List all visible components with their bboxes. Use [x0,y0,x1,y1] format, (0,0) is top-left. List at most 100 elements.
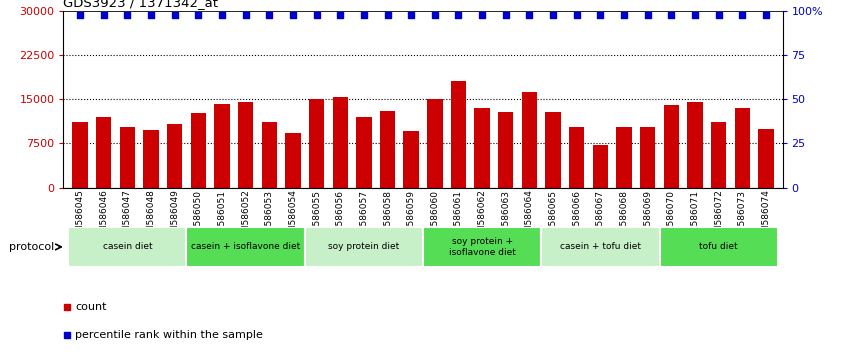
Text: soy protein diet: soy protein diet [328,242,399,251]
Text: GSM586069: GSM586069 [643,190,652,245]
Point [499,12,513,18]
Bar [541,227,660,267]
Point [310,12,323,18]
Text: GSM586057: GSM586057 [360,190,368,245]
Point [60,304,74,310]
Bar [522,92,537,188]
Bar [305,227,423,267]
Point [452,12,465,18]
Bar [593,145,608,188]
Text: GSM586045: GSM586045 [75,190,85,245]
Text: GSM586066: GSM586066 [572,190,581,245]
Text: casein + tofu diet: casein + tofu diet [560,242,641,251]
Text: GSM586070: GSM586070 [667,190,676,245]
Bar [711,121,727,188]
Bar [546,112,561,188]
Point [74,12,87,18]
Text: GSM586062: GSM586062 [478,190,486,245]
Point [665,12,678,18]
Text: GSM586058: GSM586058 [383,190,392,245]
Text: soy protein +
isoflavone diet: soy protein + isoflavone diet [448,237,515,257]
Bar [96,117,112,188]
Text: casein + isoflavone diet: casein + isoflavone diet [191,242,300,251]
Point [523,12,536,18]
Text: GSM586068: GSM586068 [619,190,629,245]
Text: GSM586050: GSM586050 [194,190,203,245]
Text: GSM586055: GSM586055 [312,190,321,245]
Bar [285,133,300,188]
Point [689,12,702,18]
Point [333,12,347,18]
Text: percentile rank within the sample: percentile rank within the sample [75,330,263,341]
Bar [190,113,206,188]
Point [168,12,181,18]
Point [759,12,772,18]
Bar [498,112,514,188]
Bar [380,111,395,188]
Bar [640,127,656,188]
Bar [143,130,159,188]
Text: protocol: protocol [8,242,54,252]
Text: GSM586051: GSM586051 [217,190,227,245]
Text: GSM586060: GSM586060 [431,190,439,245]
Bar [569,127,585,188]
Bar [72,121,88,188]
Text: GSM586061: GSM586061 [454,190,463,245]
Bar [309,99,324,188]
Point [239,12,252,18]
Point [97,12,111,18]
Text: GSM586072: GSM586072 [714,190,723,245]
Bar [214,104,229,188]
Point [475,12,489,18]
Point [428,12,442,18]
Text: count: count [75,302,107,312]
Bar [687,102,703,188]
Text: GSM586053: GSM586053 [265,190,274,245]
Text: GSM586064: GSM586064 [525,190,534,245]
Bar [69,227,186,267]
Bar [660,227,777,267]
Point [618,12,631,18]
Text: GSM586065: GSM586065 [548,190,558,245]
Point [547,12,560,18]
Text: GSM586046: GSM586046 [99,190,108,245]
Bar [332,97,348,188]
Point [404,12,418,18]
Text: tofu diet: tofu diet [700,242,738,251]
Point [641,12,655,18]
Point [262,12,276,18]
Bar [238,102,253,188]
Bar [617,127,632,188]
Text: casein diet: casein diet [102,242,152,251]
Bar [119,127,135,188]
Text: GSM586071: GSM586071 [690,190,700,245]
Text: GSM586049: GSM586049 [170,190,179,245]
Bar [734,108,750,188]
Text: GSM586048: GSM586048 [146,190,156,245]
Text: GSM586074: GSM586074 [761,190,771,245]
Bar [758,129,774,188]
Bar [475,108,490,188]
Bar [427,99,442,188]
Text: GDS3923 / 1371342_at: GDS3923 / 1371342_at [63,0,218,10]
Point [215,12,228,18]
Point [735,12,749,18]
Point [191,12,205,18]
Point [120,12,134,18]
Text: GSM586059: GSM586059 [407,190,415,245]
Bar [663,105,679,188]
Point [286,12,299,18]
Text: GSM586073: GSM586073 [738,190,747,245]
Bar [423,227,541,267]
Bar [167,124,183,188]
Point [357,12,371,18]
Text: GSM586067: GSM586067 [596,190,605,245]
Text: GSM586052: GSM586052 [241,190,250,245]
Text: GSM586056: GSM586056 [336,190,344,245]
Point [570,12,584,18]
Point [381,12,394,18]
Point [144,12,157,18]
Bar [356,117,371,188]
Point [594,12,607,18]
Bar [451,81,466,188]
